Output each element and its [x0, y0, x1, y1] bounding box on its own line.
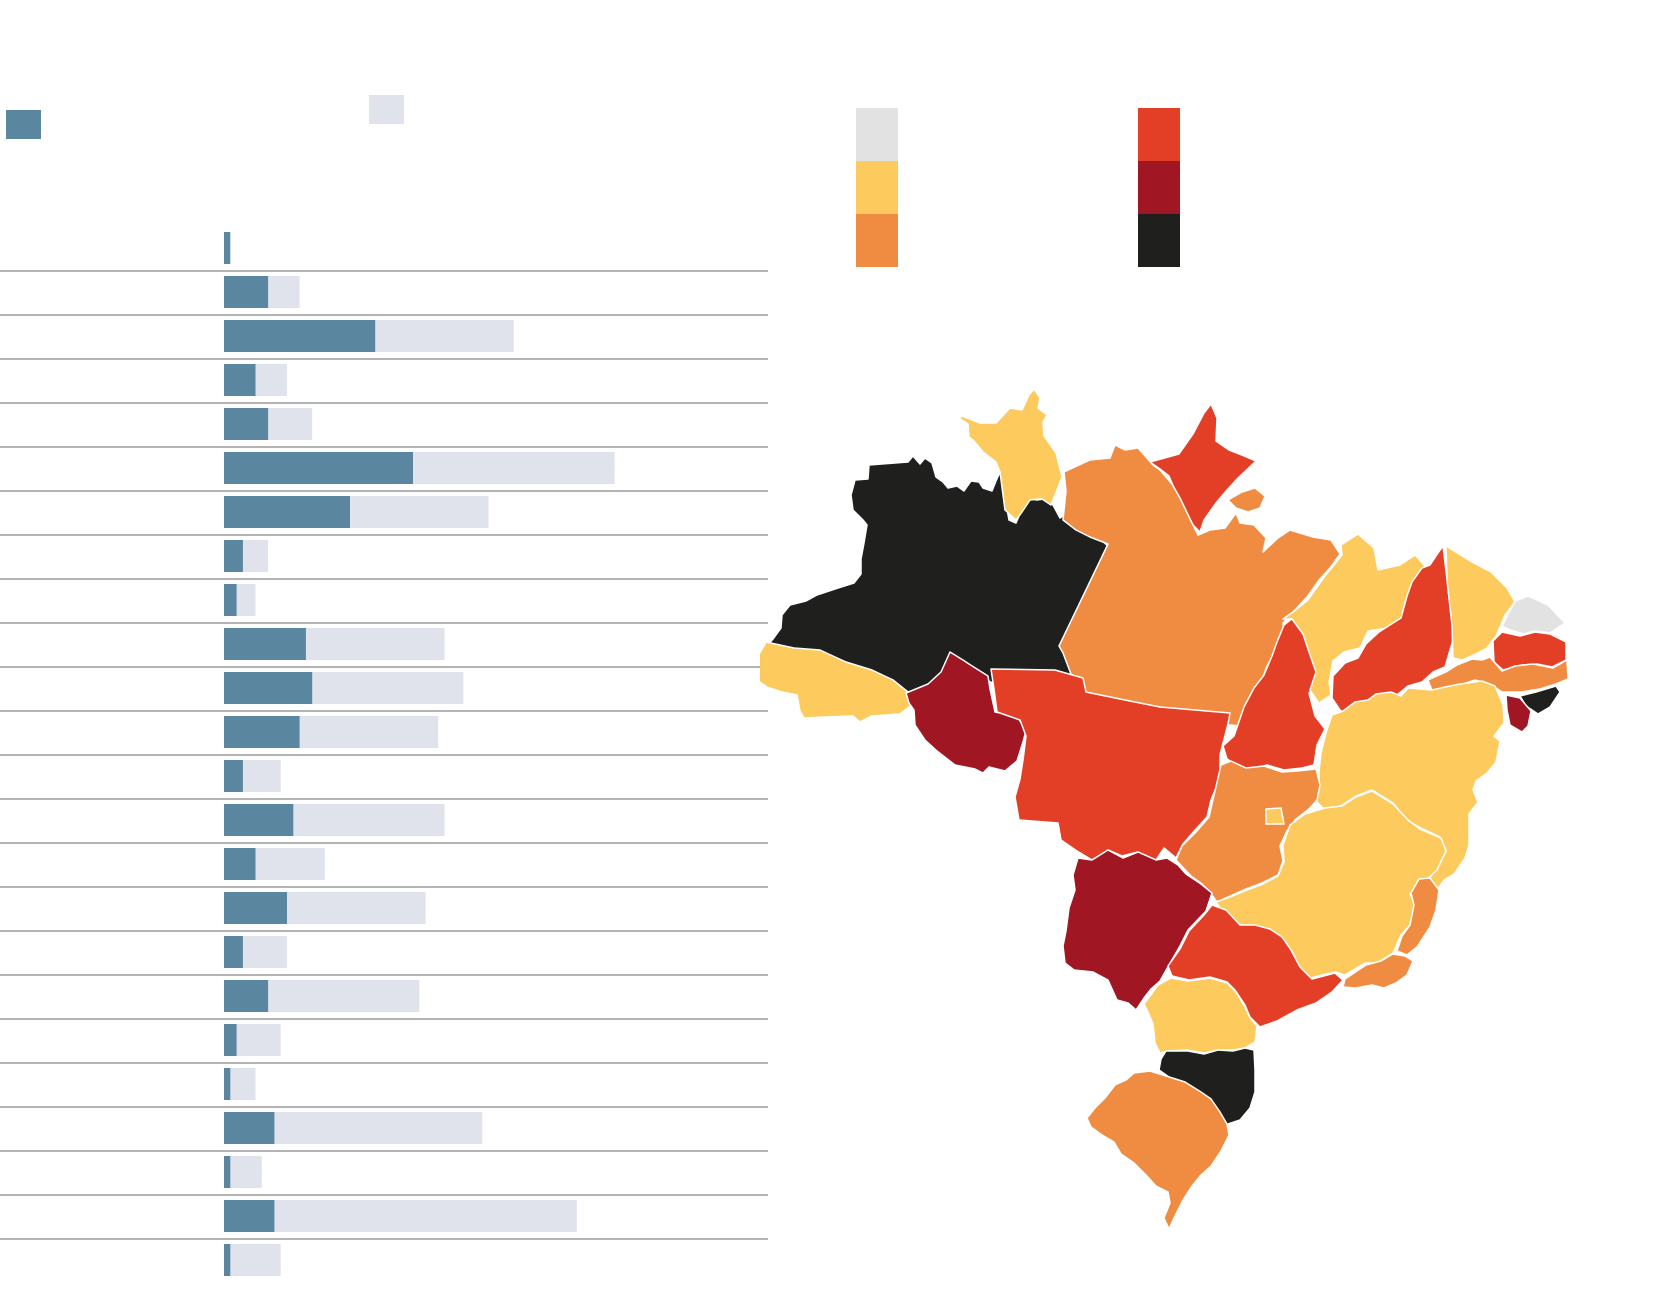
- map-region-pa-islands: [1227, 487, 1266, 513]
- map-region-pa: [1058, 444, 1341, 727]
- map-region-ro: [905, 651, 1027, 774]
- bar-series-a-14: [224, 848, 256, 880]
- bar-series-a-1: [224, 276, 269, 308]
- map-legend-swatch-c2: [856, 161, 898, 214]
- map-legend-swatch-c3: [856, 214, 898, 267]
- bar-series-a-19: [224, 1068, 231, 1100]
- legend-swatch-series-b: [369, 95, 404, 124]
- bar-series-a-7: [224, 540, 243, 572]
- bar-series-a-10: [224, 672, 313, 704]
- bar-chart: [0, 232, 768, 1276]
- map-region-rj: [1342, 953, 1414, 989]
- bar-series-a-3: [224, 364, 256, 396]
- bar-series-a-13: [224, 804, 294, 836]
- legend-swatch-series-a: [6, 110, 41, 139]
- bar-series-a-21: [224, 1156, 231, 1188]
- bar-series-a-16: [224, 936, 243, 968]
- bar-series-b-23: [224, 1244, 281, 1276]
- map-region-mt: [990, 668, 1231, 861]
- bar-series-a-17: [224, 980, 269, 1012]
- brazil-map: [760, 388, 1569, 1230]
- map-region-sp: [1167, 904, 1344, 1028]
- bar-series-a-23: [224, 1244, 231, 1276]
- bar-series-a-22: [224, 1200, 275, 1232]
- map-region-ms: [1062, 849, 1213, 1011]
- bar-series-a-11: [224, 716, 300, 748]
- map-region-rs: [1086, 1070, 1230, 1230]
- map-region-rn: [1501, 595, 1566, 635]
- map-region-rr: [958, 388, 1063, 521]
- map-region-ce: [1445, 545, 1516, 661]
- map-legend-swatch-c1: [856, 108, 898, 161]
- map-region-es: [1396, 877, 1440, 956]
- bar-series-a-0: [224, 232, 231, 264]
- bar-series-b-22: [224, 1200, 577, 1232]
- bar-series-a-9: [224, 628, 306, 660]
- map-region-ac: [760, 641, 919, 723]
- map-legend-swatch-c4: [1138, 108, 1180, 161]
- bar-series-a-8: [224, 584, 237, 616]
- map-legend-swatch-c6: [1138, 214, 1180, 267]
- map-region-df: [1265, 807, 1285, 825]
- bar-series-a-20: [224, 1112, 275, 1144]
- map-region-go: [1175, 760, 1321, 903]
- bar-series-a-2: [224, 320, 376, 352]
- bar-series-a-12: [224, 760, 243, 792]
- bar-series-a-18: [224, 1024, 237, 1056]
- map-region-se: [1505, 694, 1532, 733]
- map-region-pr: [1143, 977, 1258, 1054]
- bar-series-a-4: [224, 408, 269, 440]
- bar-series-a-5: [224, 452, 413, 484]
- bar-series-a-15: [224, 892, 287, 924]
- map-legend-swatch-c5: [1138, 161, 1180, 214]
- bar-series-a-6: [224, 496, 350, 528]
- map-region-pi: [1331, 545, 1454, 720]
